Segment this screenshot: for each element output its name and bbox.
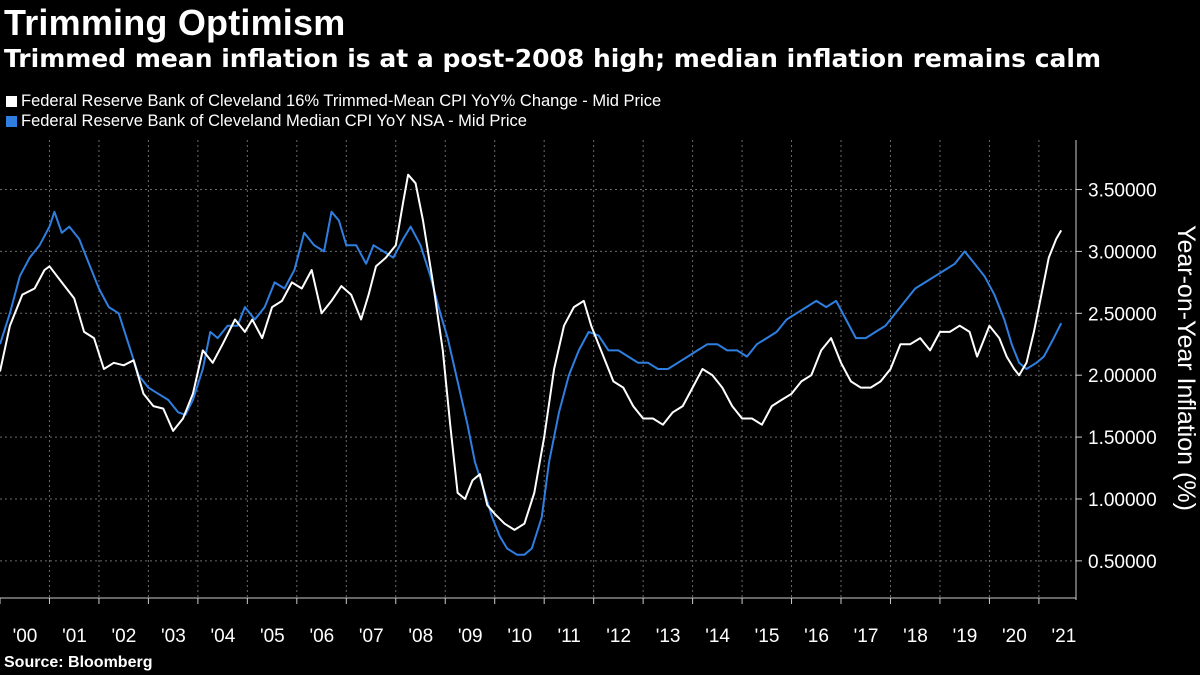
y-tick-label: 1.50000 [1088, 428, 1157, 449]
x-tick-label: '11 [558, 626, 581, 647]
chart-title: Trimming Optimism [4, 2, 346, 43]
x-tick-label: '04 [211, 626, 236, 647]
x-tick-label: '03 [161, 626, 186, 647]
x-tick-label: '10 [507, 626, 532, 647]
x-tick-label: '07 [359, 626, 384, 647]
y-tick-label: 2.00000 [1088, 366, 1157, 387]
y-tick-label: 3.00000 [1088, 242, 1157, 263]
x-tick-label: '14 [705, 626, 730, 647]
x-tick-label: '18 [903, 626, 928, 647]
chart-subtitle: Trimmed mean inflation is at a post-2008… [4, 44, 1102, 73]
x-tick-label: '09 [458, 626, 483, 647]
legend-label-median: Federal Reserve Bank of Cleveland Median… [21, 112, 527, 130]
series-line-trimmed-mean [0, 173, 1063, 531]
x-tick-label: '17 [854, 626, 879, 647]
x-tick-label: '01 [62, 626, 87, 647]
legend-swatch-trimmed-mean [6, 95, 17, 107]
legend-label-trimmed-mean: Federal Reserve Bank of Cleveland 16% Tr… [21, 92, 662, 110]
x-tick-label: '21 [1052, 626, 1077, 647]
y-tick-label: 1.00000 [1088, 490, 1157, 511]
x-tick-label: '02 [112, 626, 137, 647]
y-tick-label: 2.50000 [1088, 304, 1157, 325]
source-note: Source: Bloomberg [4, 654, 153, 671]
x-tick-label: '08 [408, 626, 433, 647]
x-tick-label: '19 [953, 626, 978, 647]
x-tick-label: '20 [1002, 626, 1027, 647]
x-tick-label: '13 [656, 626, 681, 647]
legend-item-median: Federal Reserve Bank of Cleveland Median… [6, 111, 661, 131]
legend-swatch-median [6, 115, 17, 127]
series-line-median [0, 210, 1063, 556]
x-tick-label: '12 [606, 626, 631, 647]
x-tick-label: '05 [260, 626, 285, 647]
x-tick-label: '06 [309, 626, 334, 647]
chart-legend: Federal Reserve Bank of Cleveland 16% Tr… [6, 91, 661, 131]
x-tick-label: '00 [13, 626, 38, 647]
x-tick-label: '16 [804, 626, 829, 647]
legend-item-trimmed-mean: Federal Reserve Bank of Cleveland 16% Tr… [6, 91, 661, 111]
y-tick-label: 3.50000 [1088, 181, 1157, 202]
x-tick-label: '15 [755, 626, 780, 647]
y-tick-label: 0.50000 [1088, 552, 1157, 573]
y-axis-label: Year-on-Year Inflation (%) [1172, 225, 1200, 511]
